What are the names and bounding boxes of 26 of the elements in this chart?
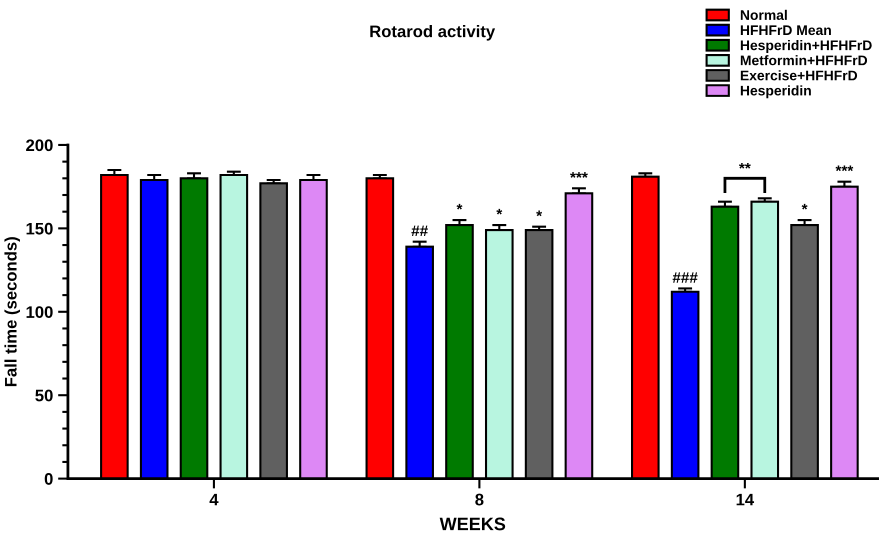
y-tick-label: 0 xyxy=(44,473,53,485)
y-tick-label: 100 xyxy=(26,306,53,318)
y-tick-label: 150 xyxy=(26,222,53,235)
chart-title: Rotarod activity xyxy=(370,25,496,41)
data-label: * xyxy=(536,210,542,216)
x-tick-label: 8 xyxy=(475,494,484,506)
legend-label: Exercise+HFHFrD xyxy=(740,70,858,80)
legend-label: HFHFrD Mean xyxy=(740,25,831,36)
data-label: ## xyxy=(411,226,428,236)
data-label: ### xyxy=(672,272,698,283)
legend-label: Metformin+HFHFrD xyxy=(740,55,868,66)
data-label: *** xyxy=(570,172,588,178)
legend-label: Hesperidin+HFHFrD xyxy=(740,40,872,53)
data-label: * xyxy=(802,204,808,210)
x-axis-title: WEEKS xyxy=(440,518,506,530)
y-tick-label: 200 xyxy=(26,139,53,152)
y-tick-label: 50 xyxy=(35,390,53,402)
x-tick-label: 14 xyxy=(736,494,754,506)
legend-label: Normal xyxy=(740,10,787,20)
x-tick-label: 4 xyxy=(210,494,218,506)
data-label: *** xyxy=(836,165,854,172)
y-axis-title: Fall time (seconds) xyxy=(4,237,20,386)
data-label: * xyxy=(496,208,502,215)
data-label: * xyxy=(456,204,462,210)
annotation: ** xyxy=(738,162,751,169)
legend-label: Hesperidin xyxy=(740,85,811,98)
